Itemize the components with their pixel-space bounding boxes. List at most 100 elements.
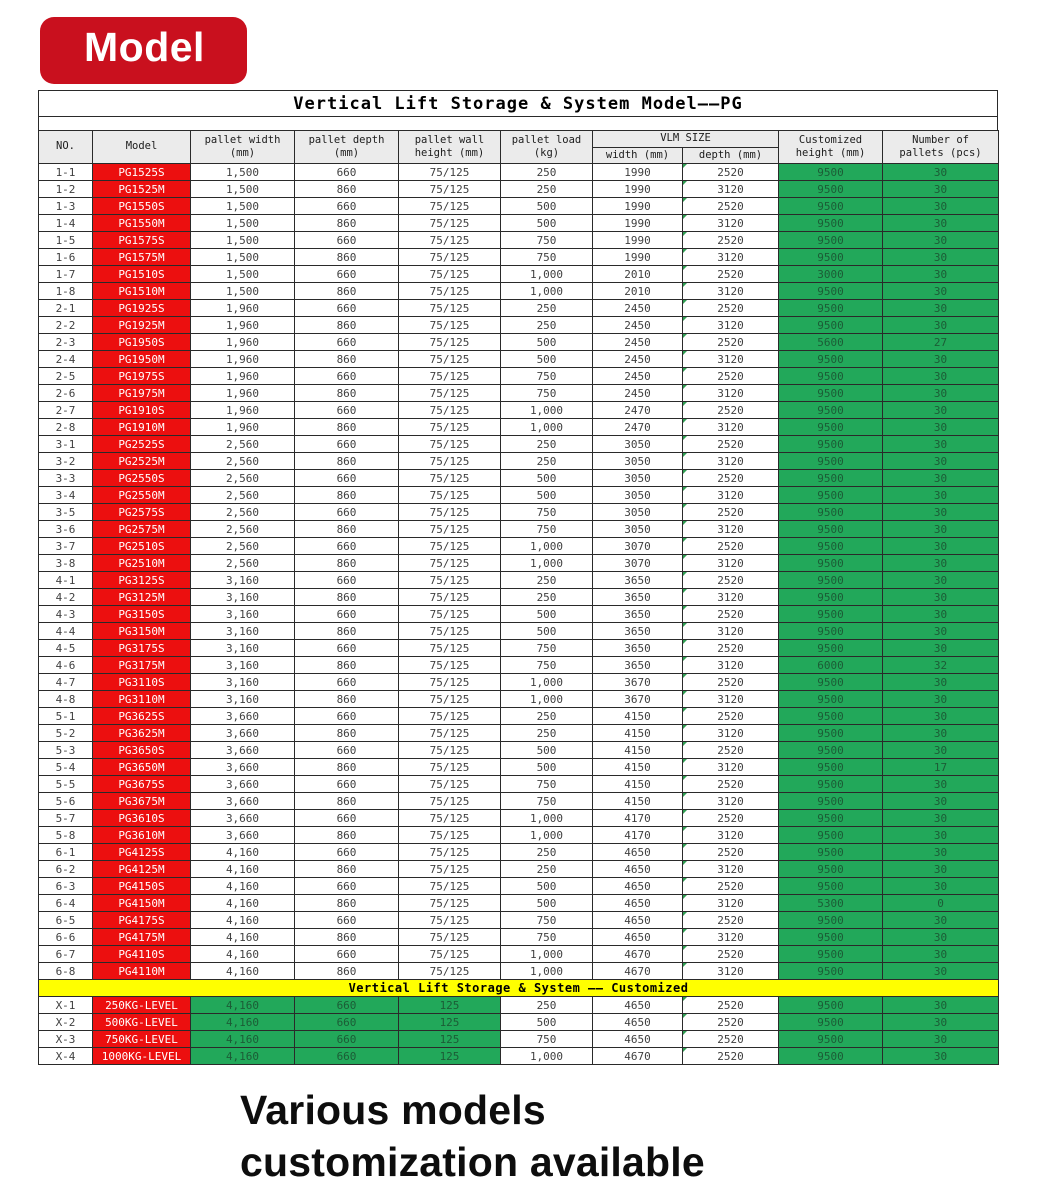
pallet-wall-height-cell: 75/125 [398, 792, 501, 811]
pallet-wall-height-cell: 75/125 [398, 741, 501, 760]
model-cell: PG1575M [92, 248, 191, 267]
pallet-wall-height-cell: 75/125 [398, 656, 501, 675]
customized-height-cell: 9500 [778, 1013, 884, 1032]
pallet-depth-cell: 660 [294, 1030, 399, 1049]
pallet-count-cell: 30 [882, 214, 1000, 233]
pallet-count-cell: 30 [882, 469, 1000, 488]
vlm-depth-cell: 3120 [681, 928, 780, 947]
model-cell: PG1975S [92, 367, 191, 386]
pallet-load-cell: 500 [500, 894, 593, 913]
vlm-width-cell: 4650 [592, 996, 683, 1015]
no-cell: 5-5 [38, 775, 93, 794]
header-pallet-load: pallet load (kg) [500, 129, 593, 165]
pallet-count-cell: 30 [882, 639, 1000, 658]
vlm-width-cell: 1990 [592, 197, 683, 216]
customized-height-cell: 9500 [778, 809, 884, 828]
table-row: 4-6 PG3175M 3,160 860 75/125 750 3650 3120 6000 3… [38, 656, 1000, 675]
customized-height-cell: 9500 [778, 877, 884, 896]
header-vlm-depth: depth (mm) [681, 146, 780, 165]
customized-height-cell: 9500 [778, 928, 884, 947]
pallet-width-cell: 1,960 [190, 299, 295, 318]
model-cell: PG2525M [92, 452, 191, 471]
pallet-load-cell: 750 [500, 792, 593, 811]
customized-height-cell: 5600 [778, 333, 884, 352]
model-cell: PG2525S [92, 435, 191, 454]
vlm-depth-cell: 2520 [681, 911, 780, 930]
pallet-depth-cell: 660 [294, 945, 399, 964]
pallet-depth-cell: 660 [294, 367, 399, 386]
no-cell: 3-3 [38, 469, 93, 488]
model-cell: PG1975M [92, 384, 191, 403]
pallet-count-cell: 30 [882, 435, 1000, 454]
pallet-width-cell: 3,160 [190, 605, 295, 624]
vlm-width-cell: 3070 [592, 554, 683, 573]
model-cell: PG2550M [92, 486, 191, 505]
vlm-depth-cell: 3120 [681, 180, 780, 199]
pallet-width-cell: 3,160 [190, 690, 295, 709]
no-cell: 5-2 [38, 724, 93, 743]
vlm-depth-cell: 2520 [681, 996, 780, 1015]
vlm-depth-cell: 3120 [681, 962, 780, 981]
vlm-depth-cell: 3120 [681, 724, 780, 743]
pallet-wall-height-cell: 125 [398, 996, 501, 1015]
pallet-load-cell: 250 [500, 724, 593, 743]
pallet-depth-cell: 660 [294, 333, 399, 352]
customized-height-cell: 9500 [778, 554, 884, 573]
customized-height-cell: 9500 [778, 588, 884, 607]
vlm-width-cell: 3650 [592, 639, 683, 658]
vlm-depth-cell: 3120 [681, 350, 780, 369]
pallet-wall-height-cell: 75/125 [398, 758, 501, 777]
table-row: 1-8 PG1510M 1,500 860 75/125 1,000 2010 3120 950… [38, 282, 1000, 301]
pallet-count-cell: 0 [882, 894, 1000, 913]
vlm-depth-cell: 2520 [681, 945, 780, 964]
pallet-depth-cell: 860 [294, 180, 399, 199]
pallet-width-cell: 2,560 [190, 452, 295, 471]
pallet-depth-cell: 660 [294, 197, 399, 216]
no-cell: 2-7 [38, 401, 93, 420]
pallet-wall-height-cell: 75/125 [398, 707, 501, 726]
vlm-width-cell: 2450 [592, 350, 683, 369]
pallet-load-cell: 1,000 [500, 418, 593, 437]
no-cell: 6-7 [38, 945, 93, 964]
table-row: 1-1 PG1525S 1,500 660 75/125 250 1990 2520 9500 3… [38, 163, 1000, 182]
pallet-load-cell: 750 [500, 1030, 593, 1049]
customized-height-cell: 9500 [778, 384, 884, 403]
pallet-width-cell: 4,160 [190, 843, 295, 862]
table-row: 6-2 PG4125M 4,160 860 75/125 250 4650 3120 9500 3… [38, 860, 1000, 879]
pallet-depth-cell: 660 [294, 231, 399, 250]
pallet-wall-height-cell: 75/125 [398, 894, 501, 913]
pallet-load-cell: 750 [500, 911, 593, 930]
table-row: 1-3 PG1550S 1,500 660 75/125 500 1990 2520 9500 3… [38, 197, 1000, 216]
pallet-wall-height-cell: 75/125 [398, 826, 501, 845]
pallet-load-cell: 1,000 [500, 962, 593, 981]
pallet-depth-cell: 860 [294, 622, 399, 641]
no-cell: 2-5 [38, 367, 93, 386]
pallet-depth-cell: 860 [294, 962, 399, 981]
pallet-width-cell: 3,660 [190, 775, 295, 794]
vlm-depth-cell: 3120 [681, 282, 780, 301]
pallet-depth-cell: 660 [294, 265, 399, 284]
vlm-depth-cell: 2520 [681, 775, 780, 794]
pallet-width-cell: 1,500 [190, 248, 295, 267]
customized-height-cell: 9500 [778, 622, 884, 641]
vlm-depth-cell: 3120 [681, 520, 780, 539]
pallet-depth-cell: 860 [294, 554, 399, 573]
pallet-wall-height-cell: 75/125 [398, 775, 501, 794]
pallet-load-cell: 1,000 [500, 401, 593, 420]
model-cell: PG3610M [92, 826, 191, 845]
model-cell: PG3110S [92, 673, 191, 692]
pallet-wall-height-cell: 75/125 [398, 928, 501, 947]
table-row: 2-1 PG1925S 1,960 660 75/125 250 2450 2520 9500 3… [38, 299, 1000, 318]
pallet-count-cell: 30 [882, 163, 1000, 182]
pallet-count-cell: 30 [882, 401, 1000, 420]
pallet-count-cell: 30 [882, 520, 1000, 539]
pallet-load-cell: 1,000 [500, 826, 593, 845]
pallet-depth-cell: 860 [294, 248, 399, 267]
vlm-width-cell: 4650 [592, 843, 683, 862]
vlm-width-cell: 4650 [592, 860, 683, 879]
no-cell: 6-2 [38, 860, 93, 879]
pallet-wall-height-cell: 75/125 [398, 265, 501, 284]
pallet-load-cell: 250 [500, 588, 593, 607]
customized-height-cell: 9500 [778, 775, 884, 794]
vlm-depth-cell: 2520 [681, 673, 780, 692]
